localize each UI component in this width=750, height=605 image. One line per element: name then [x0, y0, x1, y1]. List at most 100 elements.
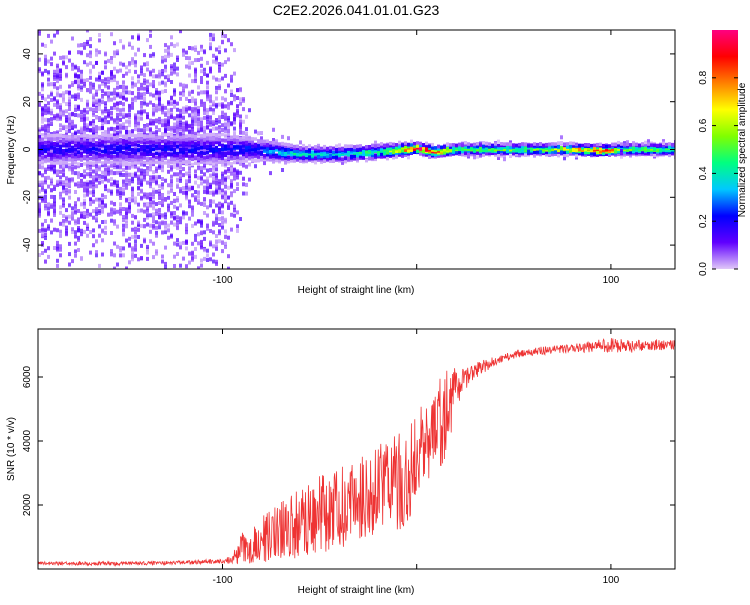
spectrogram-cell [164, 106, 167, 110]
spectrogram-cell [353, 146, 356, 150]
spectrogram-cell [116, 142, 119, 146]
spectrogram-cell [143, 239, 146, 243]
spectrogram-cell [176, 206, 179, 210]
spectrogram-cell [131, 159, 134, 163]
spectrogram-cell [167, 191, 170, 195]
spectrogram-cell [449, 143, 452, 147]
spectrogram-cell [107, 151, 110, 155]
spectrogram-cell [77, 155, 80, 159]
spectrogram-cell [374, 154, 377, 158]
spectrogram-cell [191, 79, 194, 83]
spectrogram-cell [158, 91, 161, 95]
spectrogram-cell [173, 123, 176, 127]
spectrogram-cell [179, 166, 182, 170]
spectrogram-cell [203, 137, 206, 141]
spectrogram-cell [68, 196, 71, 200]
spectrogram-cell [194, 107, 197, 111]
spectrogram-cell [536, 143, 539, 147]
spectrogram-cell [158, 225, 161, 229]
spectrogram-cell [80, 43, 83, 47]
spectrogram-cell [86, 117, 89, 121]
spectrogram-cell [98, 107, 101, 111]
spectrogram-cell [149, 164, 152, 168]
spectrogram-cell [143, 218, 146, 222]
spectrogram-cell [194, 135, 197, 139]
spectrogram-cell [53, 137, 56, 141]
spectrogram-cell [89, 251, 92, 255]
spectrogram-cell [236, 187, 239, 191]
spectrogram-cell [86, 172, 89, 176]
spectrogram-cell [410, 143, 413, 147]
spectrogram-cell [74, 201, 77, 205]
spectrogram-cell [182, 167, 185, 171]
spectrogram-cell [149, 54, 152, 58]
spectrogram-cell [119, 191, 122, 195]
spectrogram-cell [182, 131, 185, 135]
spectrogram-cell [482, 141, 485, 145]
spectrogram-cell [272, 128, 275, 132]
spectrogram-cell [128, 205, 131, 209]
spectrogram-cell [182, 135, 185, 139]
spectrogram-cell [140, 224, 143, 228]
spectrogram-cell [116, 210, 119, 214]
spectrogram-cell [476, 155, 479, 159]
spectrogram-cell [218, 133, 221, 137]
spectrogram-cell [197, 190, 200, 194]
spectrogram-cell [131, 257, 134, 261]
spectrogram-cell [71, 146, 74, 150]
spectrogram-cell [182, 126, 185, 130]
spectrogram-cell [230, 228, 233, 232]
spectrogram-cell [134, 98, 137, 102]
spectrogram-cell [224, 48, 227, 52]
spectrogram-cell [74, 80, 77, 84]
spectrogram-cell [179, 245, 182, 249]
spectrogram-cell [311, 150, 314, 154]
spectrogram-cell [167, 145, 170, 149]
spectrogram-cell [131, 155, 134, 159]
spectrogram-cell [167, 160, 170, 164]
spectrogram-cell [104, 133, 107, 137]
spectrogram-cell [128, 105, 131, 109]
spectrogram-cell [182, 212, 185, 216]
spectrogram-cell [143, 224, 146, 228]
spectrogram-cell [44, 62, 47, 66]
spectrogram-cell [164, 83, 167, 87]
spectrogram-cell [224, 34, 227, 38]
spectrogram-cell [128, 148, 131, 152]
spectrogram-cell [176, 152, 179, 156]
spectrogram-cell [116, 81, 119, 85]
spectrogram-cell [209, 142, 212, 146]
spectrogram-cell [95, 217, 98, 221]
spectrogram-cell [152, 242, 155, 246]
spectrogram-cell [221, 133, 224, 137]
spectrogram-cell [527, 150, 530, 154]
spectrogram-cell [47, 95, 50, 99]
spectrogram-cell [191, 144, 194, 148]
spectrogram-cell [107, 59, 110, 63]
spectrogram-cell [140, 189, 143, 193]
spectrogram-cell [80, 152, 83, 156]
spectrogram-cell [77, 44, 80, 48]
spectrogram-cell [179, 203, 182, 207]
spectrogram-cell [194, 181, 197, 185]
spectrogram-cell [44, 249, 47, 253]
spectrogram-cell [59, 69, 62, 73]
spectrogram-cell [590, 144, 593, 148]
spectrogram-cell [212, 137, 215, 141]
spectrogram-cell [188, 137, 191, 141]
spectrogram-cell [44, 124, 47, 128]
spectrogram-cell [224, 198, 227, 202]
spectrogram-cell [221, 144, 224, 148]
spectrogram-cell [161, 159, 164, 163]
spectrogram-cell [593, 147, 596, 151]
spectrogram-cell [212, 166, 215, 170]
spectrogram-cell [278, 142, 281, 146]
spectrogram-cell [65, 161, 68, 165]
spectrogram-cell [179, 171, 182, 175]
spectrogram-cell [50, 92, 53, 96]
spectrogram-cell [170, 35, 173, 39]
spectrogram-cell [191, 158, 194, 162]
spectrogram-cell [137, 137, 140, 141]
spectrogram-cell [179, 187, 182, 191]
spectrogram-cell [95, 156, 98, 160]
